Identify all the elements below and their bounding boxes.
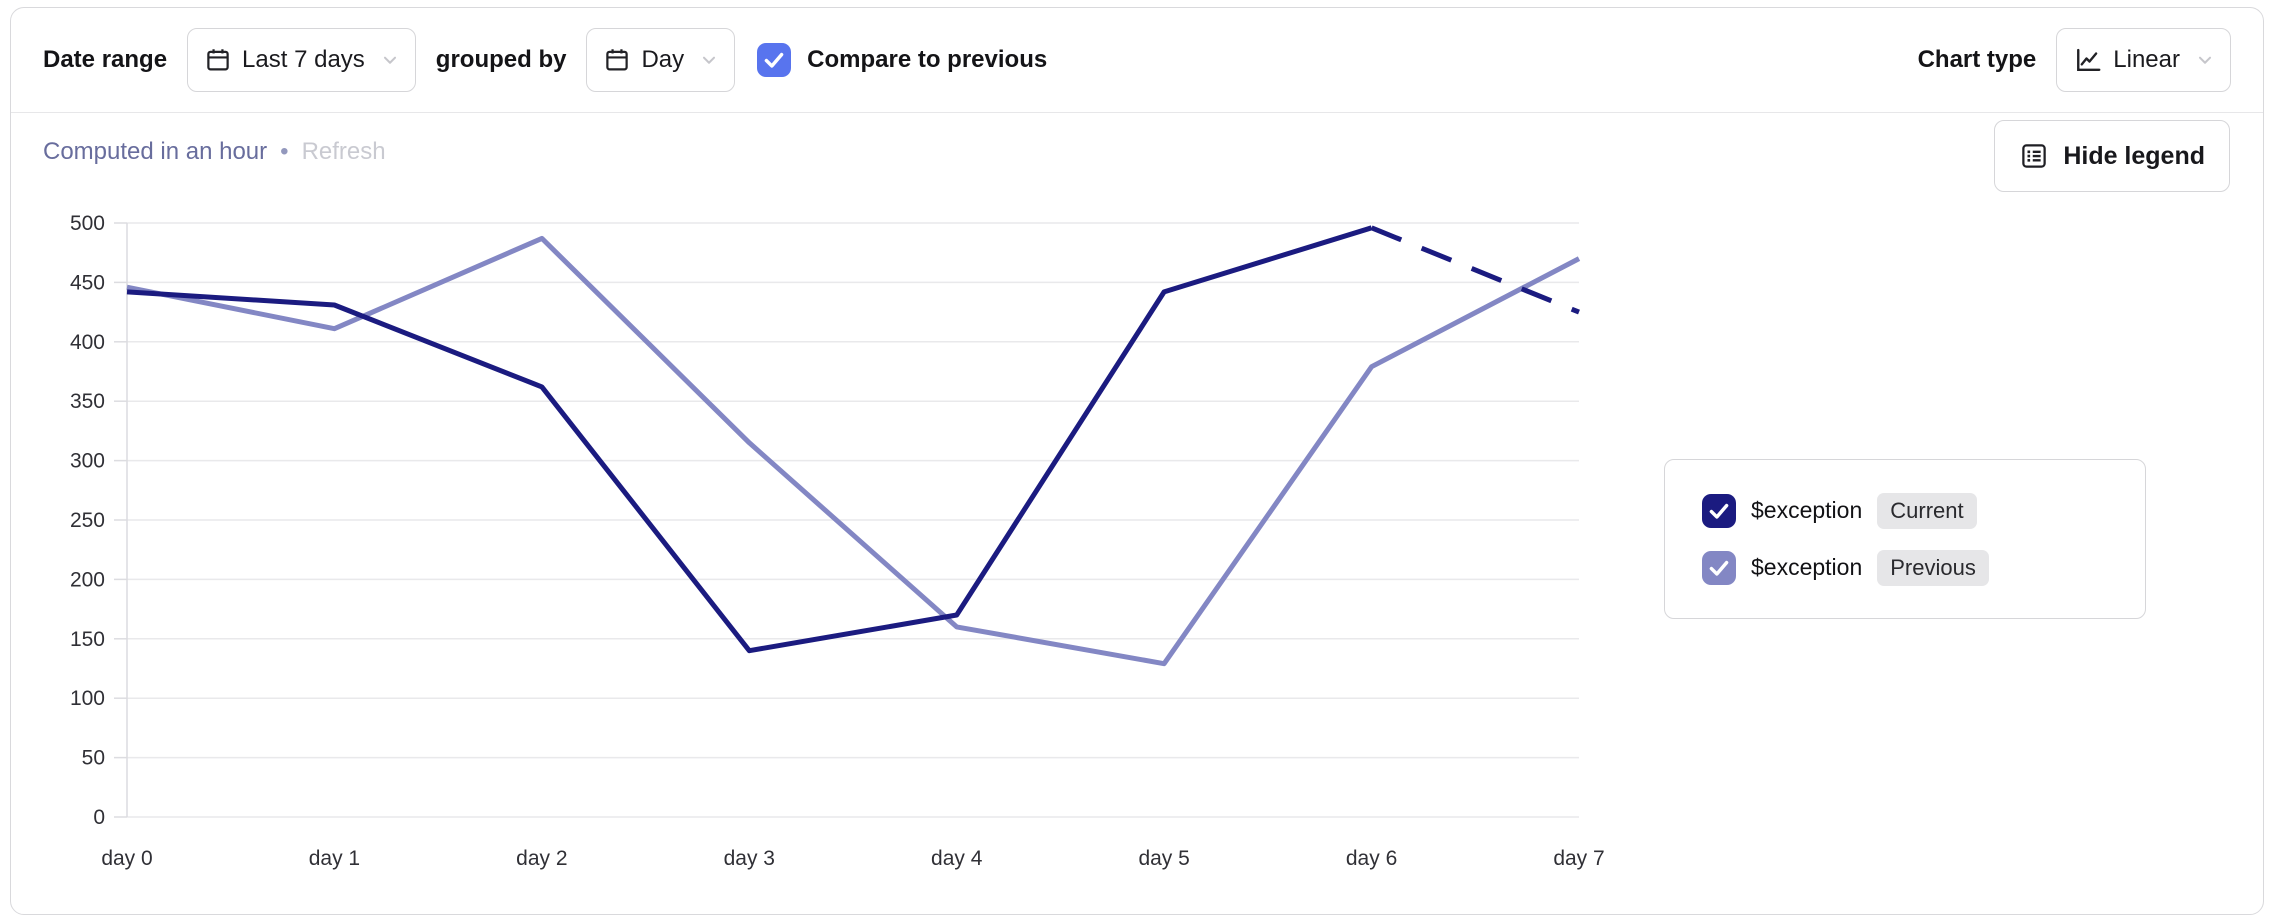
computation-status: Computed in an hour • Refresh xyxy=(43,138,386,166)
chart-type-label: Chart type xyxy=(1917,46,2037,73)
svg-text:0: 0 xyxy=(93,806,105,829)
svg-text:day 0: day 0 xyxy=(101,847,152,870)
check-icon xyxy=(1709,503,1729,519)
svg-text:day 4: day 4 xyxy=(931,847,983,870)
insight-toolbar: Date range Last 7 days grouped by Day xyxy=(11,8,2263,113)
legend-series-name: $exception xyxy=(1751,497,1863,523)
chevron-down-icon xyxy=(703,56,716,64)
svg-text:450: 450 xyxy=(70,271,105,294)
legend-period-badge: Previous xyxy=(1877,549,1989,586)
status-separator: • xyxy=(280,138,289,165)
compare-to-previous-label: Compare to previous xyxy=(807,46,1048,73)
grouped-by-label: grouped by xyxy=(435,46,567,73)
check-icon xyxy=(1709,560,1729,576)
svg-text:day 3: day 3 xyxy=(724,847,775,870)
legend-period-badge: Current xyxy=(1877,492,1977,529)
refresh-link[interactable]: Refresh xyxy=(301,138,386,165)
computed-text: Computed in an hour xyxy=(43,138,268,165)
svg-text:day 1: day 1 xyxy=(309,847,360,870)
hide-legend-button[interactable]: Hide legend xyxy=(1994,120,2230,192)
svg-text:day 7: day 7 xyxy=(1553,847,1604,870)
chevron-down-icon xyxy=(2198,56,2212,64)
legend-checkbox-previous[interactable] xyxy=(1702,550,1736,585)
date-range-value: Last 7 days xyxy=(242,46,365,73)
svg-text:day 6: day 6 xyxy=(1346,847,1397,870)
svg-text:day 5: day 5 xyxy=(1138,847,1189,870)
svg-text:day 2: day 2 xyxy=(516,847,567,870)
legend-item-current[interactable]: $exception Current xyxy=(1702,492,2145,529)
chart-type-value: Linear xyxy=(2113,46,2180,73)
line-chart-icon xyxy=(2077,48,2101,71)
svg-text:150: 150 xyxy=(70,628,105,651)
insight-card: 0 50 100 150 200 250 300 350 400 450 500 day 0 day 1… xyxy=(10,7,2264,915)
svg-text:100: 100 xyxy=(70,687,105,710)
date-range-select[interactable]: Last 7 days xyxy=(187,28,416,92)
svg-text:350: 350 xyxy=(70,390,105,413)
group-interval-select[interactable]: Day xyxy=(586,28,736,92)
svg-text:250: 250 xyxy=(70,509,105,532)
group-interval-value: Day xyxy=(641,46,685,73)
legend-checkbox-current[interactable] xyxy=(1702,493,1736,528)
legend-item-previous[interactable]: $exception Previous xyxy=(1702,549,2145,586)
svg-text:400: 400 xyxy=(70,331,105,354)
chart-legend: $exception Current $exception Previous xyxy=(1664,459,2146,619)
check-icon xyxy=(764,52,784,68)
compare-to-previous-checkbox[interactable] xyxy=(757,43,792,77)
legend-list-icon xyxy=(2022,144,2047,168)
svg-text:500: 500 xyxy=(70,212,105,235)
chart-type-select[interactable]: Linear xyxy=(2056,28,2231,92)
svg-text:50: 50 xyxy=(82,747,105,770)
svg-text:200: 200 xyxy=(70,568,105,591)
calendar-icon xyxy=(207,49,229,71)
chevron-down-icon xyxy=(383,56,396,64)
hide-legend-label: Hide legend xyxy=(2063,141,2205,170)
svg-text:300: 300 xyxy=(70,450,105,473)
date-range-label: Date range xyxy=(43,46,168,73)
legend-series-name: $exception xyxy=(1751,554,1863,580)
calendar-icon xyxy=(606,49,629,71)
